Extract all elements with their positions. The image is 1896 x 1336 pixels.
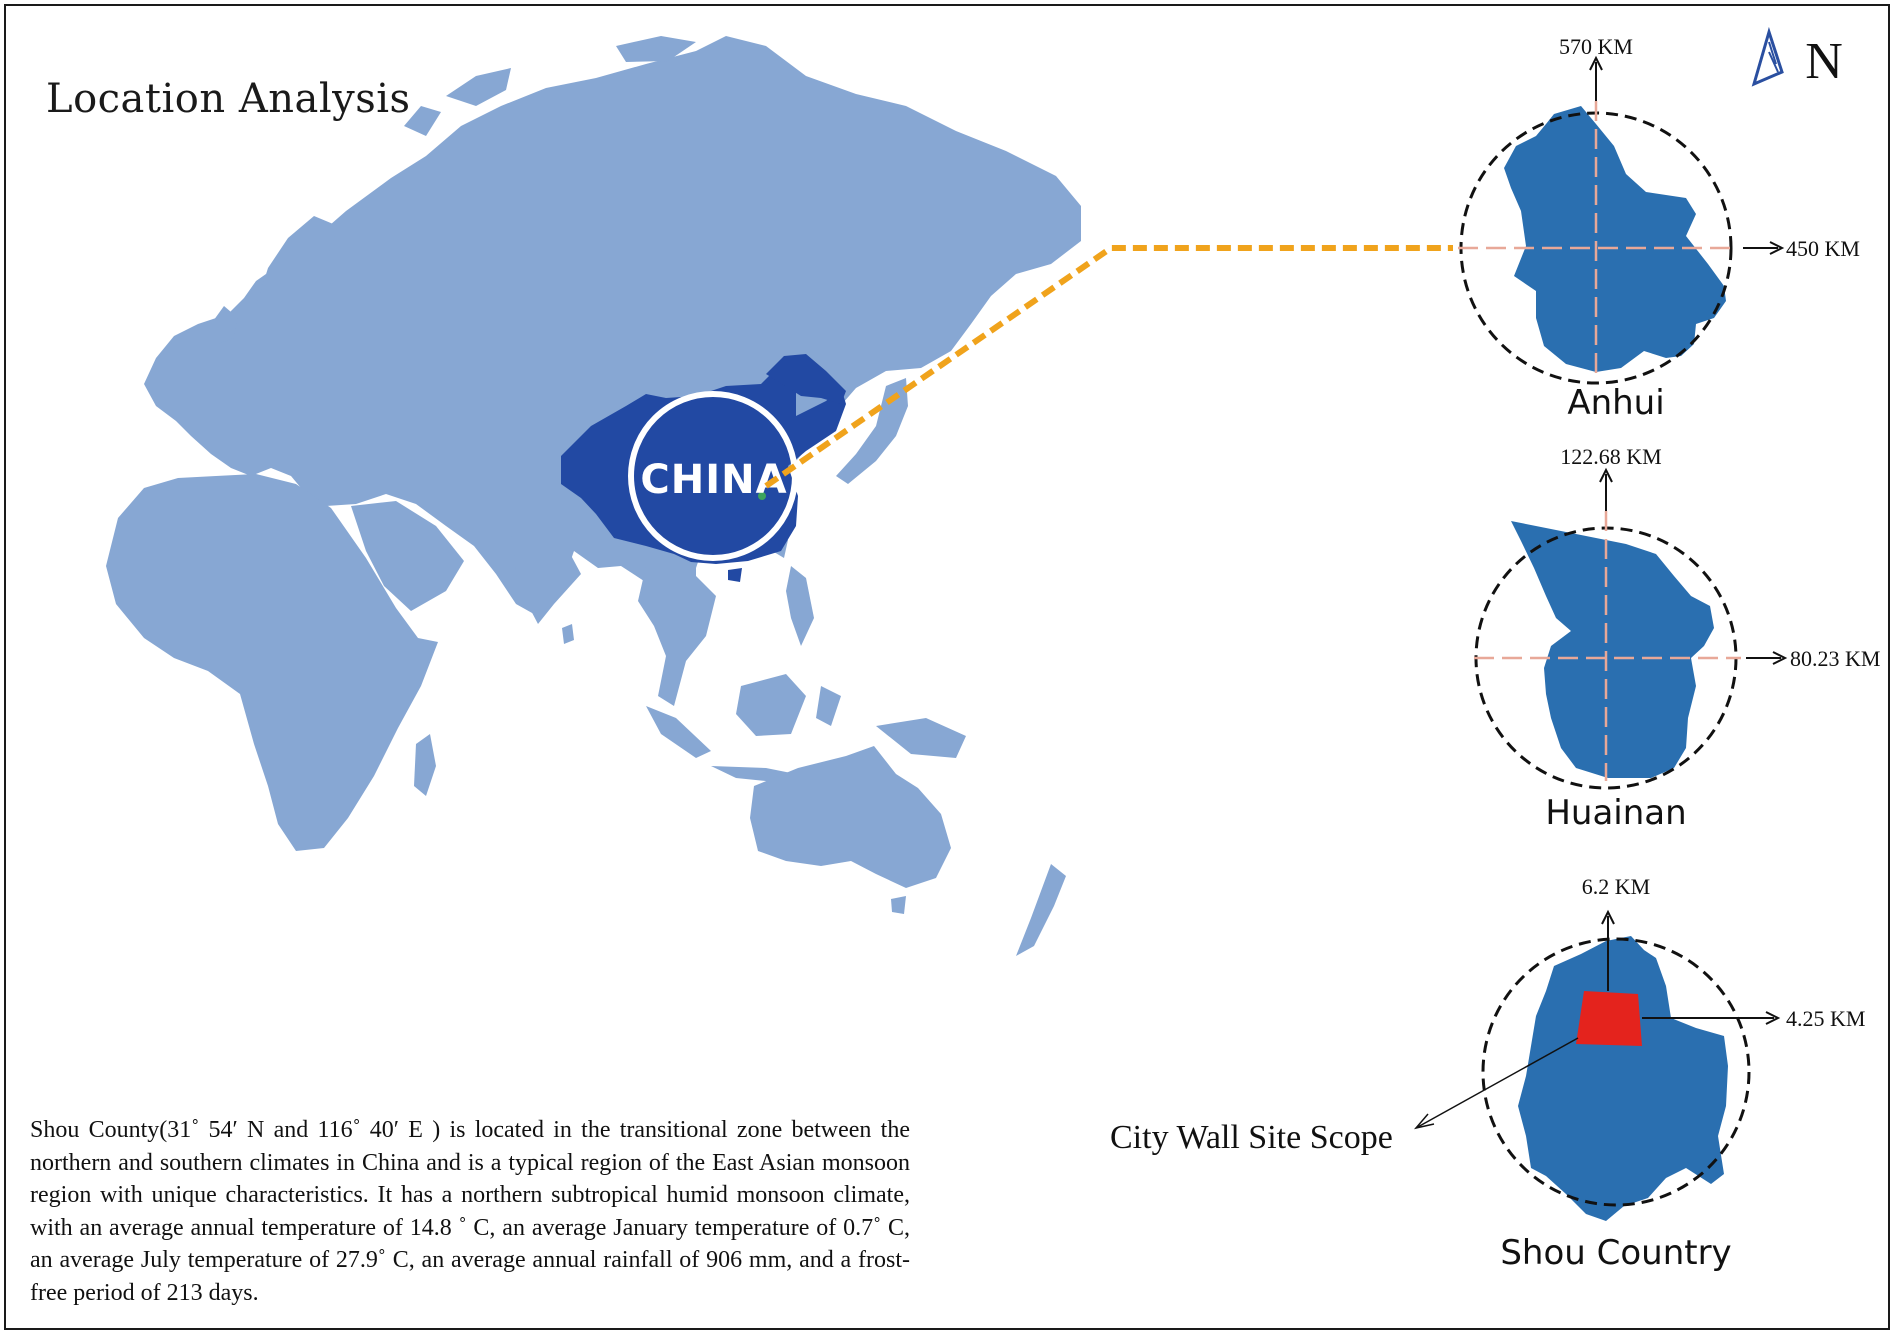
philippines: [786, 566, 814, 646]
huainan-ns-arrowhead: [1599, 467, 1613, 483]
shou-ns-extent: 6.2 KM: [1582, 874, 1650, 899]
china-northeast: [766, 354, 846, 404]
anhui-ns-arrowhead: [1589, 55, 1603, 71]
description-text: Shou County(31˚ 54′ N and 116˚ 40′ E ) i…: [30, 1117, 910, 1306]
borneo: [736, 674, 806, 736]
shou-ew-arrowhead: [1765, 1011, 1781, 1025]
shou-ns-arrowhead: [1601, 909, 1615, 925]
huainan-ns-extent: 122.68 KM: [1560, 444, 1661, 469]
british-isles: [211, 306, 238, 344]
sumatra: [646, 706, 711, 758]
city-wall-site-scope: [1576, 991, 1642, 1046]
shou-county-marker: [758, 492, 766, 500]
arctic-island-1: [446, 68, 511, 106]
huainan-shape: [1511, 521, 1714, 778]
china-highlight: [561, 356, 846, 564]
arctic-island-3: [404, 106, 441, 136]
shou-ew-extent: 4.25 KM: [1786, 1006, 1865, 1031]
shou-country-panel: 6.2 KM 4.25 KM Shou Country City Wall Si…: [1110, 874, 1865, 1273]
site-callout-leader: [1415, 1037, 1579, 1129]
anhui-ns-extent: 570 KM: [1559, 34, 1633, 59]
arctic-island-2: [616, 36, 696, 62]
madagascar: [414, 734, 436, 796]
site-callout-label: City Wall Site Scope: [1110, 1119, 1393, 1156]
north-arrow-icon: [1751, 26, 1784, 87]
huainan-panel: 122.68 KM 80.23 KM Huainan: [1474, 444, 1880, 833]
china-label: CHINA: [640, 457, 787, 503]
shou-country-extent-circle: [1481, 937, 1751, 1207]
eurasia-landmass: [144, 36, 1081, 624]
new-guinea: [876, 718, 966, 758]
location-analysis-figure: CHINA N 570 KM 450 KM Anhui 122.68 KM 80…: [4, 4, 1890, 1330]
southeast-asia: [638, 566, 716, 706]
scandinavia: [256, 216, 338, 316]
tasmania: [891, 896, 906, 914]
africa-landmass: [106, 474, 438, 851]
world-map: [106, 36, 1081, 956]
anhui-name: Anhui: [1567, 383, 1664, 423]
figure-title: Location Analysis: [46, 76, 411, 122]
indian-subcontinent: [511, 531, 581, 624]
new-zealand: [1016, 864, 1066, 956]
anhui-shape: [1504, 106, 1726, 372]
map-canvas: CHINA N 570 KM 450 KM Anhui 122.68 KM 80…: [106, 26, 1880, 1273]
north-label: N: [1805, 33, 1843, 90]
anhui-ew-arrowhead: [1769, 241, 1785, 255]
huainan-name: Huainan: [1545, 793, 1686, 833]
huainan-ew-arrowhead: [1772, 651, 1788, 665]
japan: [836, 378, 908, 484]
china-highlight-circle-icon: [628, 391, 798, 561]
arabian-peninsula: [351, 501, 464, 611]
hainan: [728, 568, 742, 582]
huainan-ew-extent: 80.23 KM: [1790, 646, 1880, 671]
australia-landmass: [750, 746, 951, 888]
site-callout-arrowhead: [1413, 1113, 1435, 1130]
connector-line: [764, 245, 1453, 489]
sulawesi: [816, 686, 841, 726]
anhui-panel: 570 KM 450 KM Anhui: [1458, 34, 1860, 423]
anhui-ew-extent: 450 KM: [1786, 236, 1860, 261]
shou-country-shape: [1518, 936, 1728, 1221]
shou-country-name: Shou Country: [1500, 1233, 1731, 1273]
sri-lanka: [562, 624, 574, 644]
